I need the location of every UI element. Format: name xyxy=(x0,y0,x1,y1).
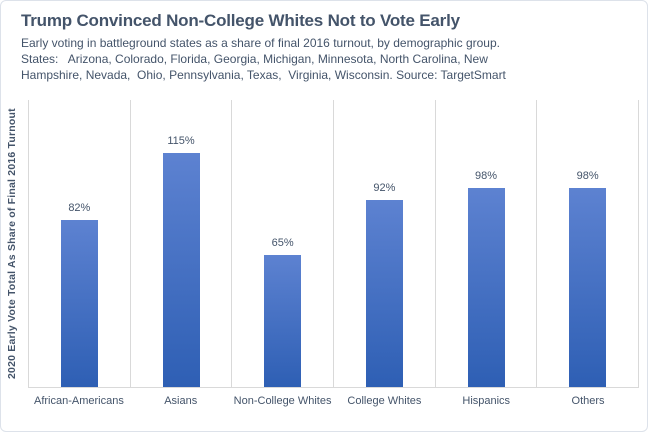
chart-header: Trump Convinced Non-College Whites Not t… xyxy=(21,9,635,83)
plot-area: 82% 115% 65% 92% 98% 98% xyxy=(28,100,640,388)
value-label-others: 98% xyxy=(576,169,599,182)
category-band-african-americans: 82% xyxy=(29,100,131,387)
bar-african-americans xyxy=(60,220,98,387)
category-label-asians: Asians xyxy=(164,395,198,407)
value-label-african-americans: 82% xyxy=(68,202,91,215)
value-label-non-college-whites: 65% xyxy=(271,236,294,249)
category-band-non-college-whites: 65% xyxy=(232,100,335,387)
category-band-college-whites: 92% xyxy=(334,100,436,387)
value-label-college-whites: 92% xyxy=(373,181,396,194)
category-label-hispanics: Hispanics xyxy=(462,395,511,407)
chart-title: Trump Convinced Non-College Whites Not t… xyxy=(21,11,460,30)
bar-non-college-whites xyxy=(264,254,302,387)
bar-asians xyxy=(162,152,200,387)
subtitle-line-2: States: Arizona, Colorado, Florida, Geor… xyxy=(21,52,488,66)
bar-others xyxy=(569,187,607,387)
category-label-non-college-whites: Non-College Whites xyxy=(233,395,332,407)
x-axis-labels: African-Americans Asians Non-College White… xyxy=(28,394,639,408)
category-label-others: Others xyxy=(571,395,605,407)
value-label-asians: 115% xyxy=(167,134,195,147)
value-label-hispanics: 98% xyxy=(475,169,498,182)
y-axis-label: 2020 Early Vote Total As Share of Final … xyxy=(6,108,18,380)
subtitle-line-3: Hampshire, Nevada, Ohio, Pennsylvania, T… xyxy=(21,68,506,82)
bar-college-whites xyxy=(365,199,403,387)
bar-hispanics xyxy=(467,187,505,387)
category-band-hispanics: 98% xyxy=(436,100,538,387)
category-band-others: 98% xyxy=(537,100,640,387)
chart-subtitle: Early voting in battleground states as a… xyxy=(21,35,635,83)
category-label-african-americans: African-Americans xyxy=(33,395,124,407)
subtitle-line-1: Early voting in battleground states as a… xyxy=(21,36,500,50)
category-label-college-whites: College Whites xyxy=(347,395,422,407)
category-band-asians: 115% xyxy=(131,100,233,387)
